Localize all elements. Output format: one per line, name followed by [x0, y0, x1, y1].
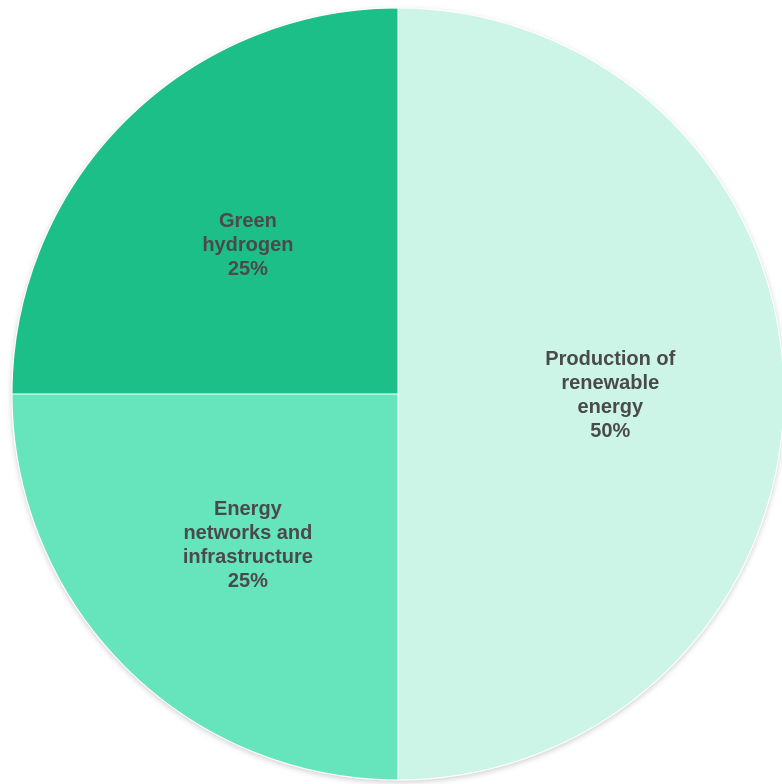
pie-labels: Production of renewable energy 50% Energy net… [183, 210, 676, 592]
slice-category-label: infrastructure [183, 546, 313, 568]
slice-label: Green hydrogen 25% [202, 210, 293, 280]
pie-slice [397, 7, 782, 781]
slice-value-label: 25% [228, 258, 268, 280]
slice-category-label: Energy [214, 498, 283, 520]
pie-slices [11, 7, 782, 781]
slice-value-label: 50% [590, 420, 630, 442]
slice-category-label: networks and [183, 522, 312, 544]
slice-value-label: 25% [228, 570, 268, 592]
pie-slice [11, 7, 399, 395]
slice-category-label: Production of [545, 348, 675, 370]
slice-category-label: hydrogen [202, 234, 293, 256]
pie-slice [11, 393, 399, 781]
slice-category-label: Green [219, 210, 277, 232]
slice-category-label: energy [578, 396, 644, 418]
slice-label: Production of renewable energy 50% [545, 348, 675, 442]
slice-label: Energy networks and infrastructure 25% [183, 498, 313, 592]
slice-category-label: renewable [561, 372, 659, 394]
